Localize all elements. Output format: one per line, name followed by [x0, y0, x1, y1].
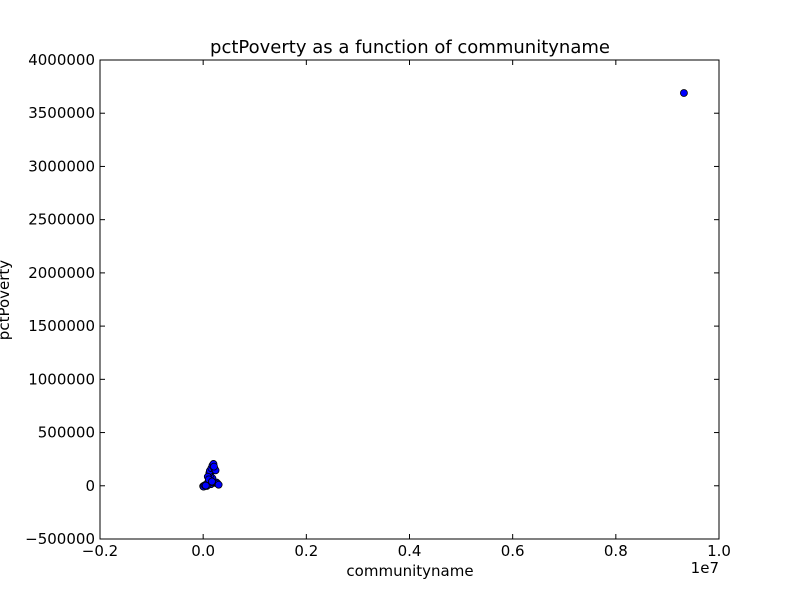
data-point [208, 477, 216, 486]
x-offset-label: 1e7 [691, 559, 719, 577]
x-tick-label: 1.0 [707, 542, 731, 560]
y-ticks: −500000 0 500000 1000000 1500000 2000000 25000… [25, 51, 719, 548]
plot-frame [99, 59, 720, 540]
x-tick-label: −0.2 [82, 542, 118, 560]
y-tick-label: 2000000 [28, 264, 95, 282]
data-point [201, 481, 210, 490]
x-tick-label: 0.8 [604, 542, 628, 560]
y-tick-label: 2500000 [28, 211, 95, 229]
points-layer [199, 89, 688, 491]
data-point [680, 89, 688, 97]
y-tick-label: 4000000 [28, 51, 95, 69]
y-tick-label: 3000000 [28, 157, 95, 175]
y-tick-label: 0 [85, 477, 95, 495]
chart-title: pctPoverty as a function of communitynam… [210, 37, 610, 58]
x-tick-label: 0.4 [398, 542, 422, 560]
x-axis-label: communityname [346, 562, 473, 580]
y-tick-label: 500000 [38, 424, 95, 442]
x-tick-label: 0.2 [294, 542, 318, 560]
y-tick-label: 1000000 [28, 370, 95, 388]
y-tick-label: 1500000 [28, 317, 95, 335]
x-ticks: −0.2 0.0 0.2 0.4 0.6 0.8 1.0 [82, 60, 731, 560]
data-point [210, 462, 218, 471]
data-point [214, 480, 223, 489]
x-tick-label: 0.0 [191, 542, 215, 560]
y-axis-label: pctPoverty [0, 260, 13, 340]
x-tick-label: 0.6 [501, 542, 525, 560]
y-tick-label: 3500000 [28, 104, 95, 122]
y-tick-label: −500000 [25, 530, 95, 548]
